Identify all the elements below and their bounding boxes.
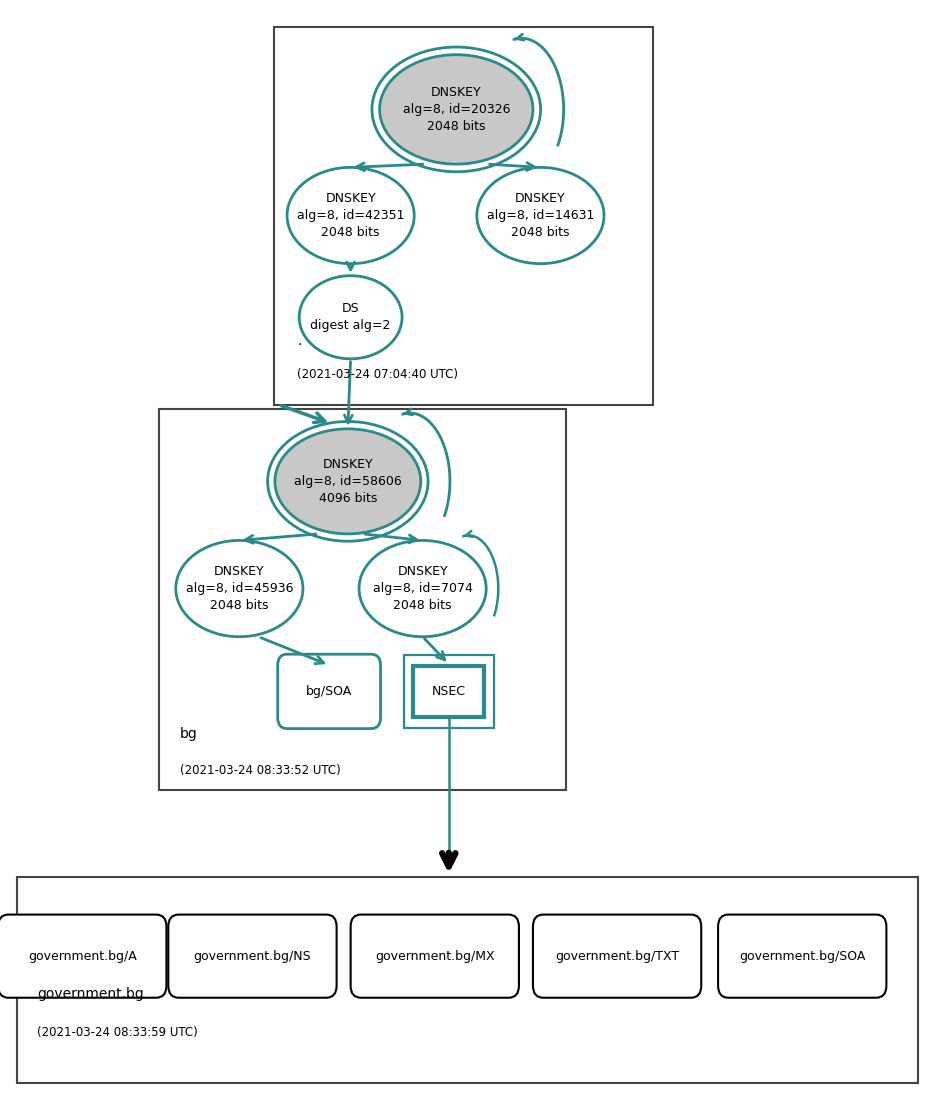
FancyBboxPatch shape [159, 409, 566, 790]
FancyBboxPatch shape [718, 915, 886, 998]
Text: DNSKEY
alg=8, id=42351
2048 bits: DNSKEY alg=8, id=42351 2048 bits [297, 193, 404, 238]
Text: (2021-03-24 07:04:40 UTC): (2021-03-24 07:04:40 UTC) [297, 368, 458, 381]
Text: DS
digest alg=2: DS digest alg=2 [310, 302, 391, 333]
FancyBboxPatch shape [168, 915, 337, 998]
Ellipse shape [287, 167, 414, 264]
Text: DNSKEY
alg=8, id=58606
4096 bits: DNSKEY alg=8, id=58606 4096 bits [294, 458, 402, 504]
Text: government.bg/MX: government.bg/MX [375, 950, 495, 963]
Text: government.bg/SOA: government.bg/SOA [739, 950, 866, 963]
Text: DNSKEY
alg=8, id=14631
2048 bits: DNSKEY alg=8, id=14631 2048 bits [487, 193, 594, 238]
FancyBboxPatch shape [351, 915, 519, 998]
FancyBboxPatch shape [0, 915, 166, 998]
FancyBboxPatch shape [17, 877, 918, 1083]
Text: DNSKEY
alg=8, id=45936
2048 bits: DNSKEY alg=8, id=45936 2048 bits [186, 566, 293, 612]
Text: bg/SOA: bg/SOA [306, 685, 352, 698]
Ellipse shape [380, 55, 533, 164]
Text: .: . [297, 334, 302, 348]
Text: DNSKEY
alg=8, id=20326
2048 bits: DNSKEY alg=8, id=20326 2048 bits [403, 86, 510, 132]
Text: (2021-03-24 08:33:52 UTC): (2021-03-24 08:33:52 UTC) [180, 764, 340, 777]
Text: DNSKEY
alg=8, id=7074
2048 bits: DNSKEY alg=8, id=7074 2048 bits [373, 566, 472, 612]
Text: government.bg: government.bg [37, 987, 144, 1001]
Text: bg: bg [180, 726, 197, 741]
Ellipse shape [477, 167, 604, 264]
FancyBboxPatch shape [278, 654, 381, 729]
Text: government.bg/NS: government.bg/NS [194, 950, 311, 963]
Text: NSEC: NSEC [432, 685, 466, 698]
Ellipse shape [299, 276, 402, 359]
Ellipse shape [176, 540, 303, 637]
FancyBboxPatch shape [274, 27, 653, 405]
Text: government.bg/A: government.bg/A [28, 950, 137, 963]
Text: (2021-03-24 08:33:59 UTC): (2021-03-24 08:33:59 UTC) [37, 1026, 198, 1039]
Ellipse shape [359, 540, 486, 637]
Ellipse shape [275, 429, 421, 534]
FancyBboxPatch shape [533, 915, 701, 998]
Text: government.bg/TXT: government.bg/TXT [555, 950, 679, 963]
FancyBboxPatch shape [413, 666, 484, 717]
